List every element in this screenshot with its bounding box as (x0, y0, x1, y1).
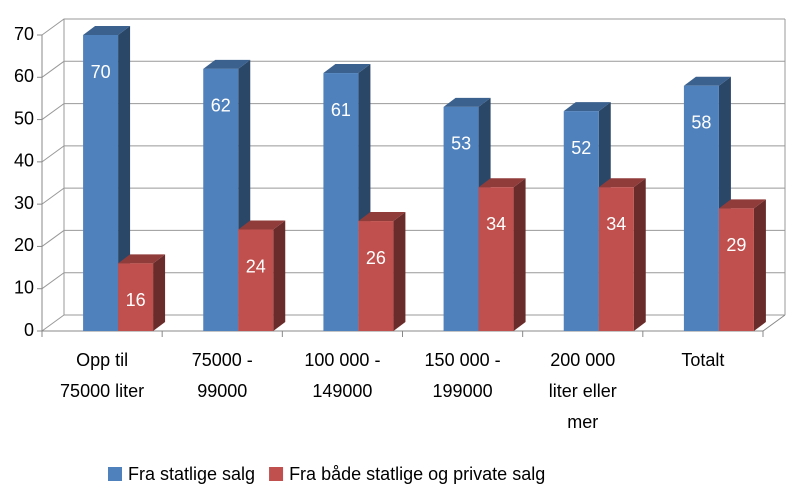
bar-top (683, 76, 731, 86)
y-tick-label: 30 (14, 193, 34, 213)
y-tick-label: 10 (14, 277, 34, 297)
y-tick-label: 40 (14, 151, 34, 171)
legend-label: Fra både statlige og private salg (289, 464, 545, 484)
legend-swatch (108, 467, 122, 481)
legend-label: Fra statlige salg (128, 464, 255, 484)
bar-top (358, 212, 406, 222)
x-tick-label: Opp til (76, 350, 128, 370)
value-label: 62 (211, 96, 231, 116)
x-tick-label: 149000 (312, 381, 372, 401)
x-tick-label: liter eller (549, 381, 617, 401)
x-tick-label: mer (567, 412, 598, 432)
x-tick-label: 200 000 (550, 350, 615, 370)
bar-side (513, 178, 526, 331)
bar-top (323, 64, 371, 74)
value-label: 52 (571, 138, 591, 158)
x-tick-label: 100 000 - (304, 350, 380, 370)
bar-top (478, 178, 526, 188)
bar (83, 35, 119, 331)
legend-swatch (269, 467, 284, 481)
bar (238, 229, 274, 331)
value-label: 24 (246, 256, 266, 276)
value-label: 16 (126, 290, 146, 310)
value-label: 58 (691, 112, 711, 132)
x-tick-label: 99000 (197, 381, 247, 401)
value-label: 34 (486, 214, 506, 234)
bar (358, 221, 394, 331)
bar-top (598, 178, 646, 188)
value-label: 53 (451, 134, 471, 154)
bar-top (83, 26, 131, 35)
bar (478, 187, 514, 331)
bar-top (203, 59, 251, 69)
value-label: 34 (606, 214, 626, 234)
bar-top (563, 102, 611, 112)
bar (683, 85, 719, 331)
y-tick-label: 60 (14, 66, 34, 86)
y-tick-label: 20 (14, 235, 34, 255)
bar (118, 263, 154, 331)
value-label: 26 (366, 248, 386, 268)
bar-side (273, 220, 286, 331)
bar (323, 73, 359, 332)
x-tick-label: 150 000 - (425, 350, 501, 370)
value-label: 70 (91, 62, 111, 82)
value-label: 29 (726, 235, 746, 255)
bar (598, 187, 634, 331)
bar (563, 111, 599, 331)
x-tick-label: 199000 (433, 381, 493, 401)
x-tick-label: 75000 liter (60, 381, 144, 401)
bar-top (238, 220, 286, 230)
value-label: 61 (331, 100, 351, 120)
bar-side (393, 212, 406, 331)
bar-side (633, 178, 646, 331)
bar-top (718, 199, 766, 209)
x-tick-label: Totalt (681, 350, 724, 370)
bar (718, 208, 754, 331)
bar-side (753, 199, 766, 331)
bar-top (118, 254, 166, 264)
bar (443, 106, 479, 331)
back-wall (64, 19, 785, 315)
y-tick-label: 0 (24, 320, 34, 340)
y-tick-label: 70 (14, 24, 34, 44)
y-tick-label: 50 (14, 108, 34, 128)
x-tick-label: 75000 - (192, 350, 253, 370)
bar-side (153, 254, 166, 331)
bar-side (118, 26, 131, 331)
bar (203, 68, 239, 331)
bar-top (443, 97, 491, 107)
